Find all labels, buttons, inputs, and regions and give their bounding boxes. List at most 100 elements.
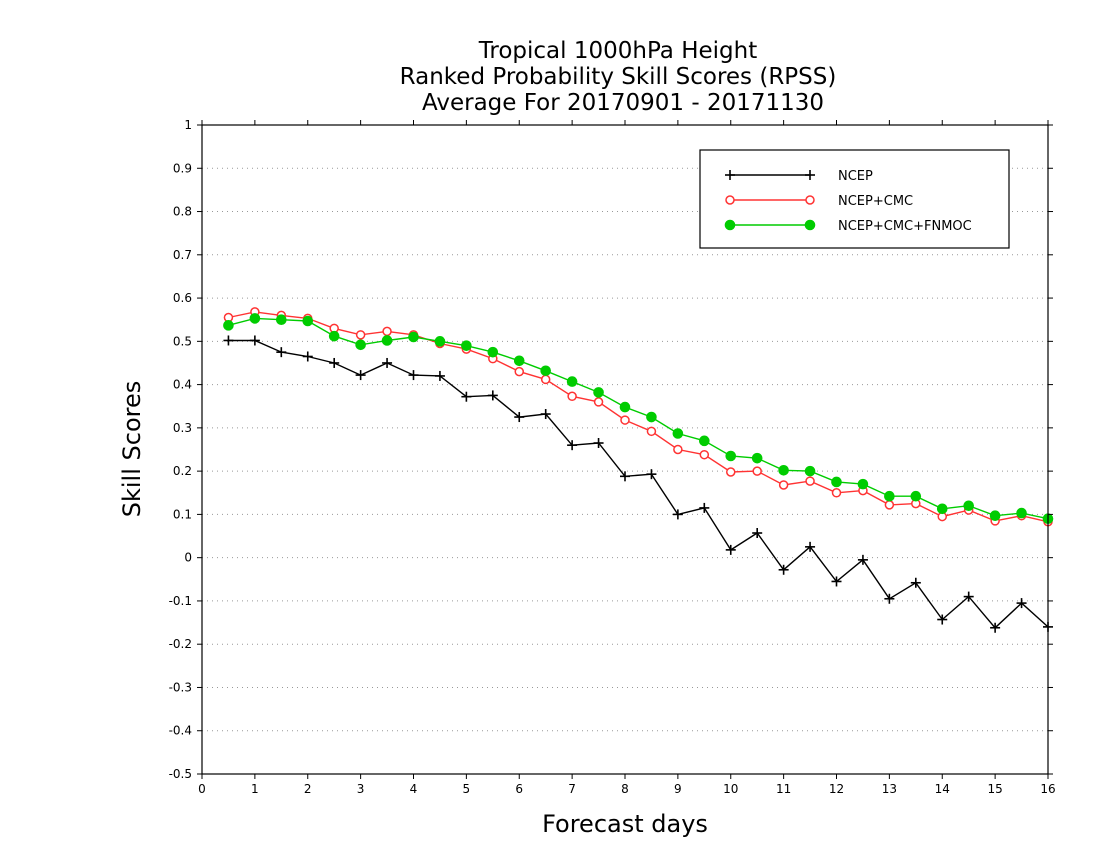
data-point-ncep-cmc-fnmoc [778,464,789,476]
data-point-ncep-cmc-fnmoc [1016,507,1027,519]
legend-label-ncep-cmc-fnmoc: NCEP+CMC+FNMOC [838,219,972,234]
data-point-ncep-cmc-fnmoc [328,330,340,342]
series-line-ncep [228,339,1049,629]
data-point-ncep-cmc-fnmoc [249,313,261,324]
data-point-ncep [408,370,419,381]
data-point-ncep [593,438,604,449]
data-point-ncep [276,347,287,358]
data-point-ncep-cmc [726,467,736,477]
legend-marker-ncep [725,170,735,180]
grid-lines [202,167,1048,732]
data-point-ncep-cmc-fnmoc [804,465,816,477]
y-tick-label: 0.1 [173,507,192,521]
series-ncep [223,335,1053,633]
x-tick-label: 10 [723,782,738,796]
data-point-ncep-cmc-fnmoc [566,376,578,387]
legend-label-ncep-cmc: NCEP+CMC [838,194,913,209]
data-point-ncep-cmc [620,415,630,425]
x-tick-label: 8 [621,782,629,796]
y-tick-label: -0.4 [169,724,192,738]
data-point-ncep [514,412,525,423]
data-point-ncep-cmc-fnmoc [408,331,419,343]
data-point-ncep-cmc-fnmoc [434,336,446,347]
data-point-ncep-cmc-fnmoc [302,315,314,327]
data-point-ncep-cmc [831,488,842,498]
data-point-ncep-cmc [567,391,577,402]
data-point-ncep [540,409,551,420]
y-tick-label: -0.1 [169,594,192,608]
data-point-ncep [223,335,234,346]
x-tick-label: 1 [251,782,259,796]
data-point-ncep-cmc [646,426,657,437]
data-point-ncep-cmc-fnmoc [513,355,525,367]
data-point-ncep-cmc-fnmoc [223,320,234,331]
data-point-ncep [249,335,260,346]
data-point-ncep-cmc [540,374,551,385]
data-point-ncep [910,577,921,588]
data-point-ncep [963,591,974,602]
data-point-ncep [567,440,578,451]
axis-ticks: -0.5 -0.4 -0.3 -0.2 -0.1 0 0.1 0.2 0.3 0.4 0.5 0.6 0… [169,118,1056,796]
x-tick-label: 12 [829,782,844,796]
data-point-ncep-cmc [699,449,710,460]
data-point-ncep [805,541,816,552]
chart-title-line-2: Ranked Probability Skill Scores (RPSS) [400,64,837,90]
y-axis-title: Skill Scores [118,381,146,518]
x-tick-label: 7 [568,782,576,796]
x-tick-label: 13 [882,782,897,796]
data-point-ncep [434,370,445,381]
chart-title-line-1: Tropical 1000hPa Height [478,38,758,64]
x-tick-label: 9 [674,782,682,796]
legend-label-ncep: NCEP [838,169,873,184]
data-point-ncep-cmc [593,397,604,407]
data-point-ncep [646,469,657,480]
series-line-ncep-cmc [228,311,1049,523]
x-tick-label: 6 [515,782,523,796]
y-tick-label: 0.8 [173,205,192,219]
x-axis-title: Forecast days [542,810,708,838]
data-point-ncep-cmc-fnmoc [619,401,631,413]
x-tick-label: 0 [198,782,206,796]
data-point-ncep-cmc [884,500,895,510]
data-point-ncep-cmc-fnmoc [831,476,842,488]
data-point-ncep [355,370,366,381]
x-tick-label: 14 [935,782,950,796]
data-point-ncep [857,554,868,565]
data-point-ncep-cmc-fnmoc [540,365,551,377]
data-point-ncep-cmc [673,444,683,455]
data-point-ncep-cmc-fnmoc [699,435,710,447]
data-point-ncep [329,357,340,368]
x-tick-label: 2 [304,782,312,796]
chart-title-line-3: Average For 20170901 - 20171130 [422,90,824,116]
data-point-ncep-cmc-fnmoc [461,340,472,351]
data-point-ncep-cmc-fnmoc [355,339,366,351]
legend-marker-ncep-cmc [725,195,735,205]
legend: NCEP NCEP+CMC NCEP+CMC+FNMOC [699,149,1010,249]
legend-marker-ncep-cmc-fnmoc [804,219,816,231]
data-point-ncep-cmc-fnmoc [857,478,869,490]
legend-marker-ncep-cmc [805,195,815,205]
data-point-ncep-cmc-fnmoc [381,335,393,346]
x-tick-label: 11 [776,782,791,796]
data-point-ncep [487,390,498,401]
series-ncep-cmc-fnmoc [223,313,1054,525]
data-point-ncep [461,391,472,402]
y-tick-label: 0.6 [173,291,192,305]
data-point-ncep [672,509,683,520]
data-point-ncep-cmc-fnmoc [276,314,287,326]
y-tick-label: -0.2 [169,637,192,651]
y-tick-label: 0.4 [173,378,192,392]
data-point-ncep [382,357,393,368]
y-tick-label: -0.5 [169,767,192,781]
legend-box [699,149,1010,249]
data-point-ncep-cmc-fnmoc [963,500,974,512]
y-tick-label: 1 [184,118,192,132]
data-point-ncep [620,471,630,482]
data-point-ncep [990,622,1001,633]
data-point-ncep-cmc [805,476,815,486]
x-tick-label: 3 [357,782,365,796]
data-point-ncep-cmc-fnmoc [646,411,657,423]
data-point-ncep [302,351,313,362]
